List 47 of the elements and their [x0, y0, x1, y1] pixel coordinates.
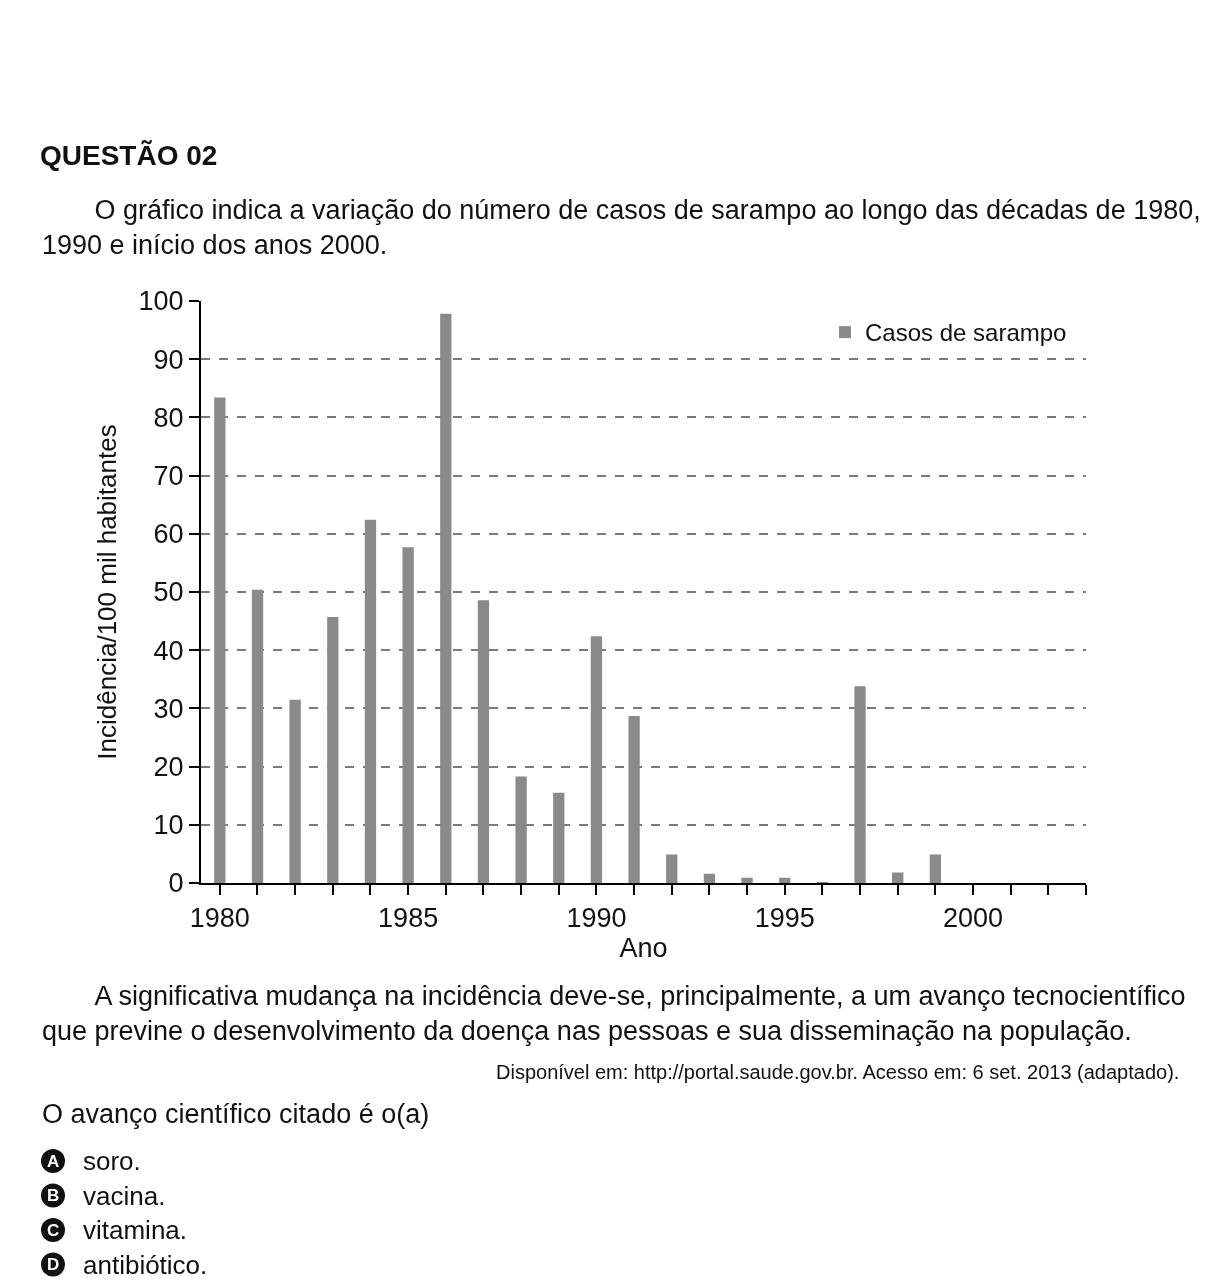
y-axis-title: Incidência/100 mil habitantes [92, 424, 123, 760]
bar [741, 877, 753, 883]
y-tick-label: 50 [153, 577, 184, 608]
x-axis-title: Ano [619, 933, 668, 964]
bar [214, 397, 226, 883]
bar [628, 715, 640, 883]
bar [402, 547, 414, 883]
chart-title: QUESTÃO 02 [40, 139, 218, 171]
x-tick-label: 1985 [378, 903, 439, 934]
bar [703, 873, 716, 883]
bar [289, 699, 301, 883]
bar [327, 617, 339, 883]
y-tick-label: 40 [153, 635, 184, 666]
bar [515, 776, 527, 883]
text: Disponível em: http://portal.saude.gov.br. Acesso em: 6 set. 2013 (adaptado). [496, 1061, 1180, 1083]
y-tick-label: 0 [168, 868, 184, 899]
x-tick-label: 1995 [754, 903, 815, 934]
y-tick-label: 20 [153, 752, 184, 783]
y-tick-label: 90 [153, 344, 184, 375]
x-tick-label: 2000 [942, 903, 1004, 934]
x-tick-label: 1980 [189, 903, 250, 934]
text: B vacina. [47, 1181, 166, 1211]
y-tick-label: 10 [153, 810, 184, 841]
legend-label: Casos de sarampo [865, 319, 1067, 347]
y-tick-label: 70 [153, 461, 184, 492]
text: A soro. [47, 1146, 141, 1176]
bar [892, 872, 904, 883]
y-tick-label: 100 [138, 286, 184, 317]
bar [364, 519, 377, 883]
bar [779, 877, 791, 883]
y-tick-label: 80 [153, 402, 184, 433]
x-tick-label: 1990 [566, 903, 627, 934]
bar [854, 686, 866, 883]
bar [553, 792, 565, 883]
bar [929, 854, 942, 883]
text: O avanço científico citado é o(a) [42, 1099, 430, 1129]
text: D antibiótico. [47, 1250, 208, 1280]
bar [477, 600, 490, 883]
text: A significativa mudança na incidência deve-se, principalmente, a um avanço tecnocientífico que previne o desenvolvimento da doença nas pessoas e sua disseminação na população. [42, 981, 1186, 1047]
bar [251, 589, 264, 883]
bar [666, 854, 678, 883]
bar [590, 636, 603, 883]
y-tick-label: 30 [153, 693, 184, 724]
bar [440, 313, 452, 883]
text: C vitamina. [47, 1215, 188, 1245]
chart-subtitle: O gráfico indica a variação do número de casos de sarampo ao longo das décadas de 1980, 1990 e início dos anos 2000. [42, 195, 1201, 261]
y-tick-label: 60 [153, 519, 184, 550]
